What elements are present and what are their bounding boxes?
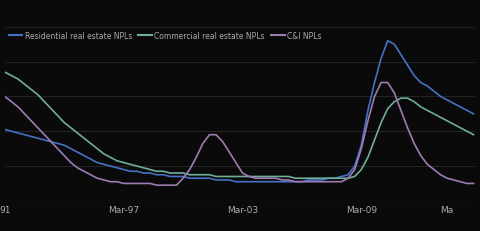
Legend: Residential real estate NPLs, Commercial real estate NPLs, C&I NPLs: Residential real estate NPLs, Commercial… xyxy=(9,31,321,40)
